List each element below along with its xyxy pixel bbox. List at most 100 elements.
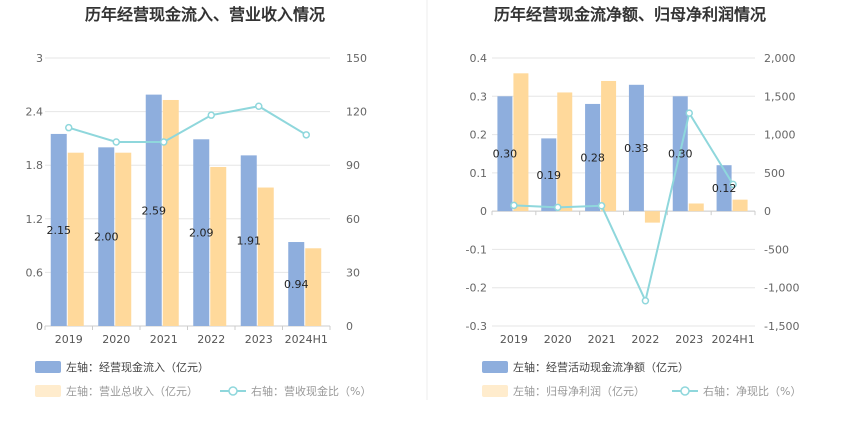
bar-primary-2019 xyxy=(497,96,513,212)
left-axis-tick: 3 xyxy=(36,52,43,65)
right-axis-tick: -500 xyxy=(764,243,789,256)
chart-panel-1: 历年经营现金流入、营业收入情况00.61.21.82.4303060901201… xyxy=(26,5,372,398)
x-axis-tick-label: 2021 xyxy=(150,333,178,346)
bar-data-label: 0.30 xyxy=(668,148,693,161)
legend-item[interactable]: 左轴：经营现金流入（亿元） xyxy=(35,360,209,374)
left-axis-tick: 0.2 xyxy=(470,129,488,142)
line-point-2020 xyxy=(554,203,562,212)
legend-item[interactable]: 左轴：归母净利润（亿元） xyxy=(482,384,645,398)
line-series-path xyxy=(68,105,307,143)
x-axis-tick-label: 2023 xyxy=(245,333,273,346)
legend-label: 左轴：经营活动现金流净额（亿元） xyxy=(513,360,689,374)
line-point-2024H1 xyxy=(729,180,737,189)
chart-title: 历年经营现金流入、营业收入情况 xyxy=(85,5,325,24)
left-axis-tick: 0.4 xyxy=(470,52,488,65)
line-point-2021 xyxy=(160,138,168,146)
bar-data-label: 2.15 xyxy=(47,224,72,237)
bar-data-label: 1.91 xyxy=(237,235,262,248)
left-axis-tick: -0.1 xyxy=(466,243,487,256)
bar-primary-2024H1 xyxy=(288,242,305,326)
bar-primary-2023 xyxy=(240,155,257,326)
line-point-2023 xyxy=(685,109,693,117)
bar-data-label: 0.94 xyxy=(284,278,309,291)
left-axis-tick: 1.8 xyxy=(26,159,44,172)
right-axis-tick: 1,000 xyxy=(764,129,796,142)
legend-label: 左轴：归母净利润（亿元） xyxy=(513,384,645,398)
left-axis-tick: 1.2 xyxy=(26,213,44,226)
right-axis-tick: 120 xyxy=(346,106,367,119)
bar-secondary-2022 xyxy=(644,211,660,223)
bar-secondary-2024H1 xyxy=(732,199,748,212)
bar-primary-2022 xyxy=(193,139,210,326)
line-point-2020 xyxy=(112,138,120,146)
legend-item[interactable]: 左轴：营业总收入（亿元） xyxy=(35,384,198,398)
bar-data-label: 2.00 xyxy=(94,231,119,244)
right-axis-tick: -1,500 xyxy=(764,320,799,333)
right-axis-tick: -1,000 xyxy=(764,282,799,295)
legend-item[interactable]: 右轴：营收现金比（%） xyxy=(220,384,371,398)
right-axis-tick: 60 xyxy=(346,213,360,226)
bar-primary-2020 xyxy=(98,147,115,326)
legend-swatch xyxy=(482,385,508,397)
line-point-2019 xyxy=(65,123,73,132)
bar-secondary-2021 xyxy=(601,80,617,212)
right-axis-tick: 150 xyxy=(346,52,367,65)
bar-secondary-2019 xyxy=(67,152,84,326)
bar-primary-2022 xyxy=(628,84,644,212)
line-point-2023 xyxy=(255,102,263,110)
right-axis-tick: 90 xyxy=(346,159,360,172)
bar-data-label: 0.28 xyxy=(580,152,605,165)
legend-marker xyxy=(228,386,238,396)
left-axis-tick: 0.1 xyxy=(470,167,488,180)
legend-item[interactable]: 左轴：经营活动现金流净额（亿元） xyxy=(482,360,689,374)
right-axis-tick: 0 xyxy=(764,205,771,218)
left-axis-tick: 0 xyxy=(36,320,43,333)
legend-swatch xyxy=(482,361,508,373)
legend-marker xyxy=(680,386,690,396)
right-axis-tick: 2,000 xyxy=(764,52,796,65)
line-point-2021 xyxy=(597,202,606,210)
line-point-2022 xyxy=(207,111,215,119)
line-point-2024H1 xyxy=(302,131,310,139)
x-axis-tick-label: 2021 xyxy=(588,333,616,346)
x-axis-tick-label: 2024H1 xyxy=(711,333,754,346)
bar-data-label: 0.30 xyxy=(493,148,518,161)
x-axis-tick-label: 2019 xyxy=(500,333,528,346)
line-series-path xyxy=(513,110,734,304)
x-axis-tick-label: 2022 xyxy=(631,333,659,346)
bar-data-label: 2.59 xyxy=(142,204,167,217)
x-axis-tick-label: 2020 xyxy=(544,333,572,346)
bar-primary-2021 xyxy=(585,103,601,212)
bar-data-label: 0.19 xyxy=(537,169,562,182)
legend-swatch xyxy=(35,385,61,397)
right-axis-tick: 0 xyxy=(346,320,353,333)
legend-label: 左轴：营业总收入（亿元） xyxy=(66,384,198,398)
legend-item[interactable]: 右轴：净现比（%） xyxy=(672,384,801,398)
x-axis-tick-label: 2020 xyxy=(102,333,130,346)
bar-secondary-2019 xyxy=(513,73,529,212)
bar-secondary-2024H1 xyxy=(305,248,322,326)
left-axis-tick: 2.4 xyxy=(26,106,44,119)
bar-secondary-2020 xyxy=(557,92,573,212)
chart-panel-2: 历年经营现金流净额、归母净利润情况-0.3-0.2-0.100.10.20.30… xyxy=(466,5,802,398)
line-point-2019 xyxy=(510,201,518,210)
left-axis-tick: -0.2 xyxy=(466,282,487,295)
bar-primary-2019 xyxy=(50,133,67,326)
bar-secondary-2020 xyxy=(115,152,132,326)
right-axis-tick: 500 xyxy=(764,167,785,180)
bar-secondary-2022 xyxy=(210,166,227,326)
bar-secondary-2023 xyxy=(688,203,704,212)
legend-label: 左轴：经营现金流入（亿元） xyxy=(66,360,209,374)
legend-label: 右轴：营收现金比（%） xyxy=(251,384,371,398)
legend-label: 右轴：净现比（%） xyxy=(703,384,801,398)
right-axis-tick: 1,500 xyxy=(764,90,796,103)
right-axis-tick: 30 xyxy=(346,266,360,279)
left-axis-tick: 0.3 xyxy=(470,90,488,103)
x-axis-tick-label: 2019 xyxy=(55,333,83,346)
line-point-2022 xyxy=(641,296,650,305)
left-axis-tick: -0.3 xyxy=(466,320,487,333)
bar-primary-2020 xyxy=(541,138,557,212)
x-axis-tick-label: 2024H1 xyxy=(285,333,328,346)
